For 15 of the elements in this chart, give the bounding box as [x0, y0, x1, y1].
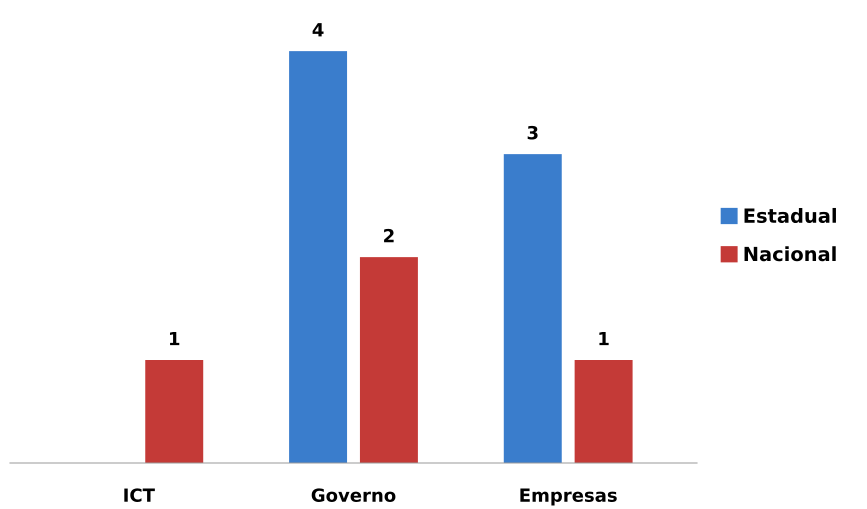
x-tick-label: ICT	[124, 488, 155, 502]
data-label: 3	[528, 126, 538, 140]
bar	[145, 360, 204, 463]
x-tick-label: Empresas	[520, 488, 617, 506]
legend-label: Estadual	[744, 208, 836, 224]
data-label: 4	[312, 23, 324, 36]
bar	[360, 257, 418, 463]
data-label: 1	[599, 332, 609, 346]
bar	[289, 51, 348, 463]
bar	[574, 360, 633, 463]
x-tick-label: Governo	[312, 488, 396, 502]
legend-label: Nacional	[744, 246, 836, 262]
bar	[504, 154, 562, 463]
data-label: 1	[170, 332, 180, 346]
data-label: 2	[384, 228, 394, 242]
